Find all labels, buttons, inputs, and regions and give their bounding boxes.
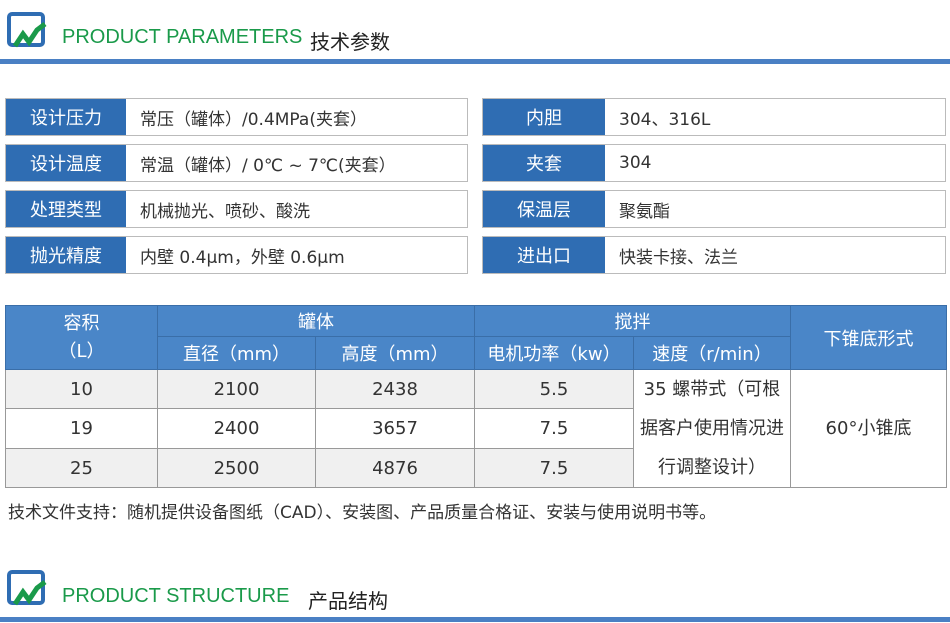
section-title-cn: 产品结构 — [308, 589, 388, 613]
section-title-en: PRODUCT PARAMETERS — [62, 26, 303, 48]
cell-diameter: 2100 — [157, 369, 316, 409]
param-label: 夹套 — [483, 145, 605, 181]
header-tank: 罐体 — [157, 305, 475, 337]
param-value: 304 — [619, 153, 652, 173]
header-mix: 搅拌 — [474, 305, 791, 337]
param-label: 保温层 — [483, 191, 605, 227]
param-row: 内胆 304、316L — [482, 98, 946, 136]
param-value: 聚氨酯 — [619, 201, 670, 222]
cell-power: 7.5 — [474, 408, 634, 449]
param-row: 夹套 304 — [482, 144, 946, 182]
param-label: 设计温度 — [6, 145, 126, 181]
param-value: 常温（罐体）/ 0℃ ~ 7℃(夹套） — [140, 155, 396, 176]
divider — [0, 617, 950, 622]
table-row: 25 2500 4876 7.5 — [5, 448, 947, 488]
header-cone: 下锥底形式 — [790, 305, 947, 370]
param-value: 常压（罐体）/0.4MPa(夹套） — [140, 109, 367, 130]
param-value: 304、316L — [619, 109, 711, 130]
cell-power: 7.5 — [474, 448, 634, 488]
header-power: 电机功率（kw） — [474, 336, 634, 370]
section-title-cn: 技术参数 — [310, 30, 390, 54]
header-volume: 容积 （L） — [5, 305, 158, 370]
param-value: 机械抛光、喷砂、酸洗 — [140, 201, 310, 222]
header-speed: 速度（r/min） — [633, 336, 791, 370]
param-label: 设计压力 — [6, 99, 126, 135]
section-header-structure: PRODUCT STRUCTURE 产品结构 — [0, 560, 950, 622]
divider — [0, 59, 950, 64]
cell-volume: 25 — [5, 448, 158, 488]
spec-table: 容积 （L） 罐体 搅拌 下锥底形式 直径（mm） 高度（mm） 电机功率（kw）… — [5, 305, 947, 488]
table-row: 10 2100 2438 5.5 35 螺带式（可根据客户使用情况进行调整设计）… — [5, 369, 947, 488]
header-diameter: 直径（mm） — [157, 336, 316, 370]
param-label: 抛光精度 — [6, 237, 126, 273]
param-label: 处理类型 — [6, 191, 126, 227]
section-header-parameters: PRODUCT PARAMETERS 技术参数 — [0, 0, 950, 64]
param-row: 保温层 聚氨酯 — [482, 190, 946, 228]
cell-height: 3657 — [315, 408, 475, 449]
param-row: 设计压力 常压（罐体）/0.4MPa(夹套） — [5, 98, 468, 136]
param-value: 内壁 0.4μm，外壁 0.6μm — [140, 247, 345, 268]
cell-height: 4876 — [315, 448, 475, 488]
param-row: 处理类型 机械抛光、喷砂、酸洗 — [5, 190, 468, 228]
section-title-en: PRODUCT STRUCTURE — [62, 585, 290, 607]
cell-speed: 35 螺带式（可根据客户使用情况进行调整设计） — [633, 369, 791, 488]
cell-power: 5.5 — [474, 369, 634, 409]
company-logo-icon — [7, 570, 47, 606]
cell-diameter: 2400 — [157, 408, 316, 449]
param-row: 抛光精度 内壁 0.4μm，外壁 0.6μm — [5, 236, 468, 274]
param-label: 内胆 — [483, 99, 605, 135]
param-value: 快装卡接、法兰 — [619, 247, 738, 268]
cell-diameter: 2500 — [157, 448, 316, 488]
tech-docs-note: 技术文件支持：随机提供设备图纸（CAD）、安装图、产品质量合格证、安装与使用说明… — [8, 503, 717, 523]
param-row: 进出口 快装卡接、法兰 — [482, 236, 946, 274]
cell-volume: 19 — [5, 408, 158, 449]
cell-volume: 10 — [5, 369, 158, 409]
header-height: 高度（mm） — [315, 336, 475, 370]
cell-height: 2438 — [315, 369, 475, 409]
company-logo-icon — [7, 12, 47, 48]
param-label: 进出口 — [483, 237, 605, 273]
cell-cone: 60°小锥底 — [790, 369, 947, 488]
param-row: 设计温度 常温（罐体）/ 0℃ ~ 7℃(夹套） — [5, 144, 468, 182]
